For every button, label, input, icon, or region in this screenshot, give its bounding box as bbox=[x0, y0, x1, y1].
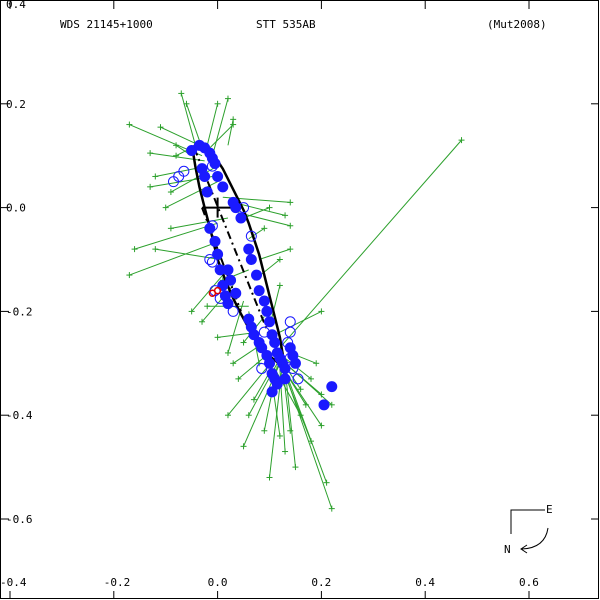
residual-line bbox=[284, 368, 296, 468]
open-observation bbox=[284, 326, 296, 338]
filled-observation bbox=[245, 254, 257, 265]
filled-observation bbox=[258, 295, 270, 307]
compass-arrow bbox=[521, 527, 549, 550]
residual-line bbox=[282, 363, 328, 483]
filled-observation bbox=[196, 163, 208, 175]
filled-observation bbox=[326, 381, 338, 393]
header-right: (Mut2008) bbox=[487, 18, 547, 31]
filled-observation bbox=[289, 357, 301, 369]
filled-observation bbox=[186, 145, 198, 157]
open-observation bbox=[204, 254, 216, 265]
filled-observation bbox=[209, 157, 221, 169]
filled-observation bbox=[253, 337, 265, 349]
filled-observation bbox=[212, 170, 224, 182]
compass-east-label: E bbox=[546, 503, 553, 516]
periastron-line bbox=[193, 147, 281, 363]
filled-observation bbox=[261, 305, 273, 317]
filled-observations bbox=[186, 139, 338, 411]
residual-line bbox=[211, 98, 229, 156]
open-observation bbox=[256, 362, 268, 374]
open-observation bbox=[245, 230, 257, 242]
compass: E N bbox=[504, 503, 553, 556]
y-tick-label: -0.6 bbox=[6, 513, 33, 526]
residual-line bbox=[206, 103, 219, 146]
x-tick-label: -0.2 bbox=[104, 576, 131, 589]
residual-line bbox=[160, 126, 200, 146]
filled-observation bbox=[266, 386, 278, 398]
filled-observation bbox=[222, 298, 234, 310]
residual-line bbox=[191, 274, 224, 312]
red-observation bbox=[213, 286, 222, 295]
filled-observation bbox=[217, 181, 229, 193]
residual-line bbox=[258, 248, 291, 260]
filled-observation bbox=[222, 264, 234, 276]
tick-labels: -0.4 -0.2 0.0 0.2 0.4 0.6 0.4 0.2 0.0 -0.2 -0.4 -0.… bbox=[0, 0, 539, 589]
filled-observation bbox=[269, 337, 281, 349]
open-observation bbox=[206, 256, 218, 268]
residual-line bbox=[238, 212, 291, 227]
filled-observation bbox=[251, 269, 263, 281]
residual-line bbox=[134, 222, 218, 250]
residual-line bbox=[206, 124, 234, 151]
y-tick-label: -0.2 bbox=[6, 305, 33, 318]
filled-observation bbox=[243, 313, 255, 325]
compass-north-label: N bbox=[504, 543, 511, 556]
y-tick-label: 0.0 bbox=[6, 202, 26, 215]
filled-observation bbox=[253, 285, 265, 297]
x-tick-label: 0.4 bbox=[415, 576, 435, 589]
open-observation bbox=[292, 373, 304, 385]
x-tick-label: 0.6 bbox=[519, 576, 539, 589]
filled-observation bbox=[212, 248, 224, 260]
residual-line bbox=[180, 93, 198, 151]
open-observation bbox=[178, 165, 190, 177]
compass-east-arm bbox=[510, 509, 545, 534]
residual-line bbox=[170, 217, 229, 229]
filled-observation bbox=[271, 378, 283, 390]
filled-observation bbox=[235, 212, 247, 224]
filled-observation bbox=[243, 243, 255, 255]
residual-line bbox=[227, 119, 234, 146]
residual-line bbox=[248, 227, 265, 240]
open-observation bbox=[227, 305, 239, 317]
filled-observation bbox=[318, 399, 330, 411]
y-tick-label: -0.4 bbox=[6, 409, 33, 422]
residual-line bbox=[243, 207, 270, 219]
filled-observation bbox=[209, 235, 221, 247]
red-observations bbox=[208, 286, 222, 297]
x-tick-label: -0.4 bbox=[0, 576, 27, 589]
header-left: WDS 21145+1000 bbox=[60, 18, 153, 31]
residual-line bbox=[150, 152, 205, 162]
residual-line bbox=[129, 243, 213, 276]
filled-observation bbox=[279, 362, 291, 374]
filled-observation bbox=[201, 186, 213, 198]
filled-observation bbox=[217, 279, 229, 291]
filled-observation bbox=[261, 350, 273, 362]
header-center: STT 535AB bbox=[256, 18, 316, 31]
filled-observation bbox=[264, 316, 275, 328]
y-tick-label: 0.4 bbox=[6, 0, 26, 11]
y-tick-label: 0.2 bbox=[6, 98, 26, 111]
filled-observation bbox=[204, 222, 216, 234]
residual-line bbox=[279, 139, 462, 349]
filled-observation bbox=[230, 202, 242, 214]
filled-observation bbox=[230, 287, 242, 299]
compass-arrowhead bbox=[520, 544, 528, 554]
x-tick-label: 0.2 bbox=[311, 576, 331, 589]
filled-observation bbox=[225, 274, 237, 286]
filled-observation bbox=[266, 368, 278, 380]
x-tick-label: 0.0 bbox=[208, 576, 228, 589]
